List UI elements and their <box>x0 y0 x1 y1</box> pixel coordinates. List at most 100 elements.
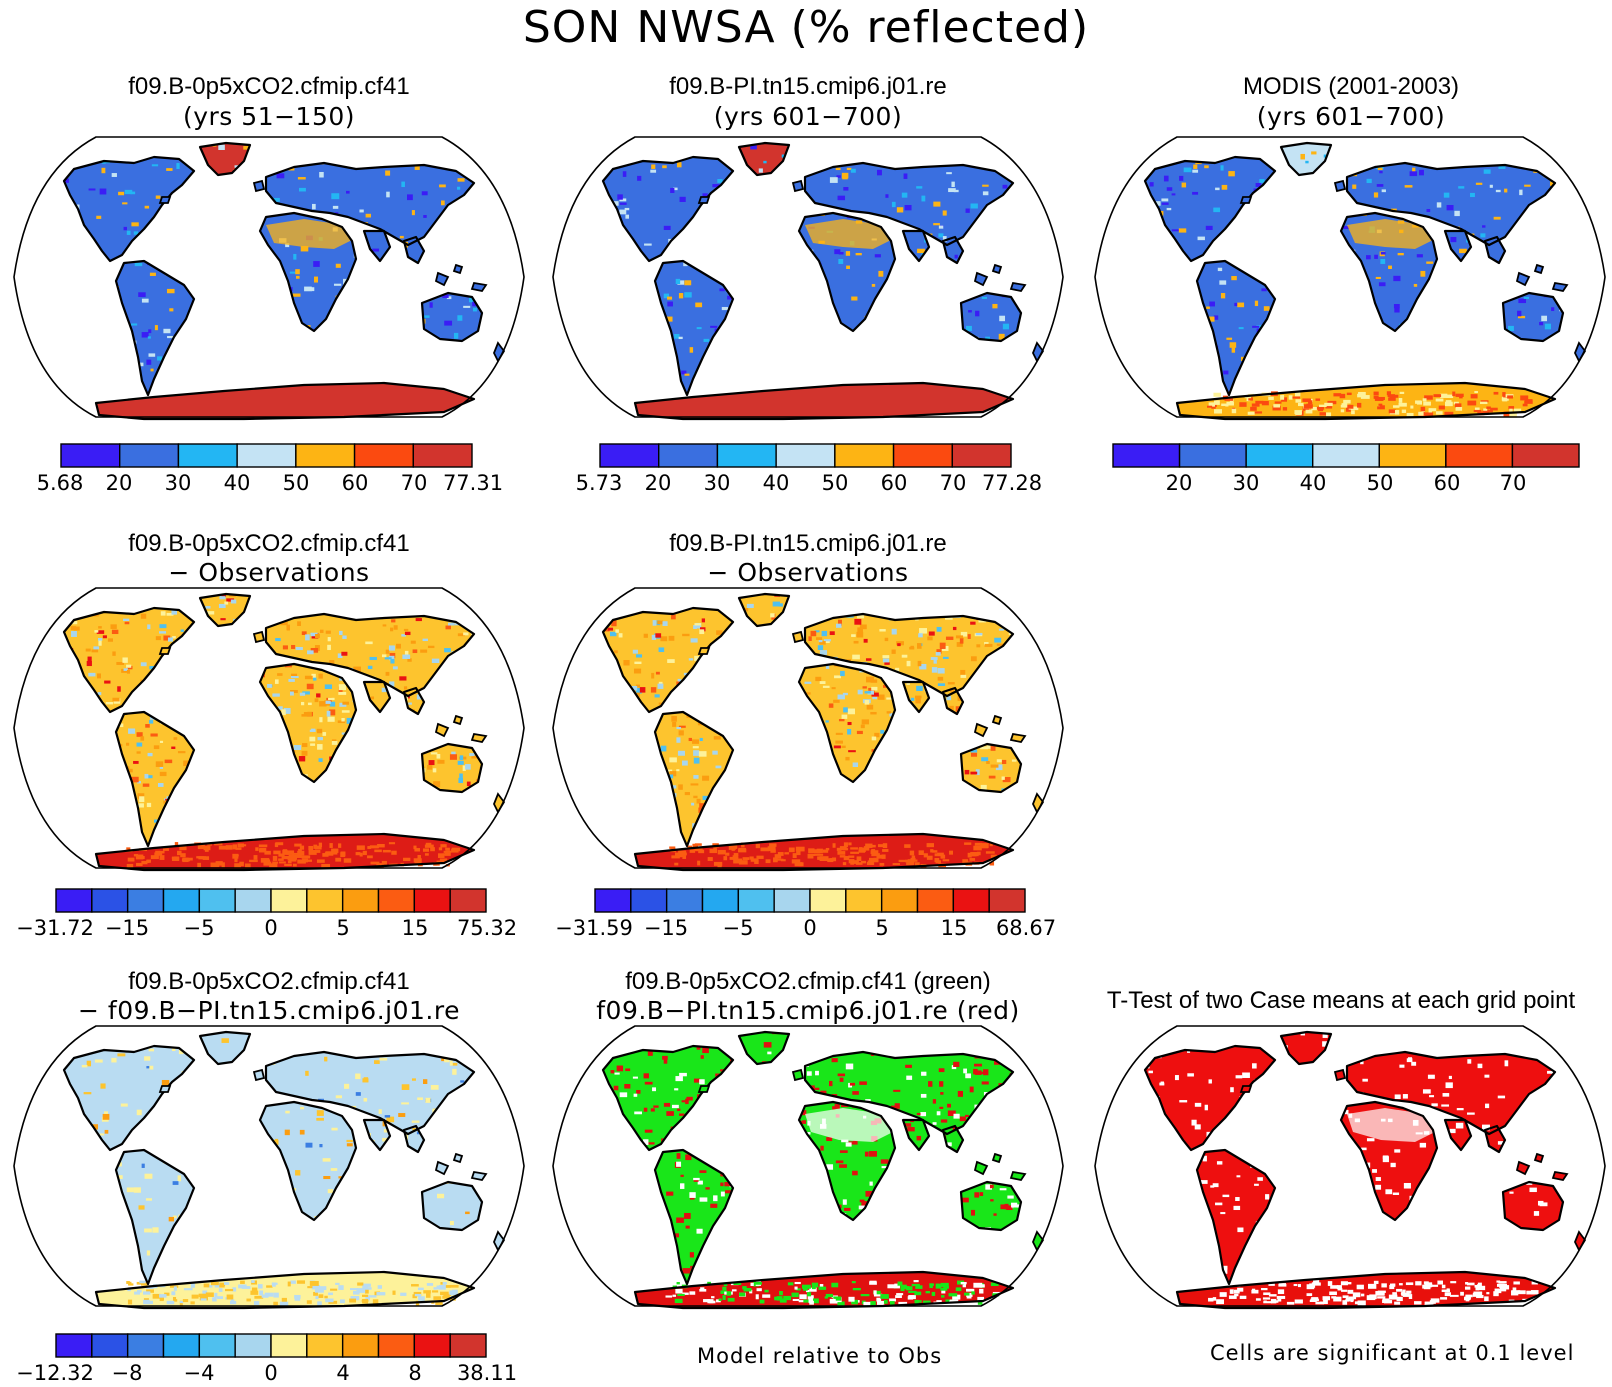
colorbar-4-label-0: −31.72 <box>16 916 94 940</box>
island <box>1241 1086 1251 1092</box>
island <box>454 265 462 273</box>
colorbar-swatch <box>296 444 355 467</box>
colorbar-6-label-3: 0 <box>264 1361 277 1385</box>
island <box>975 273 987 285</box>
panel-1-subtitle: (yrs 51−150) <box>14 102 524 131</box>
island <box>436 724 448 736</box>
panel-7-subtitle: f09.B−PI.tn15.cmip6.j01.re (red) <box>553 996 1063 1025</box>
colorbar-swatch <box>164 1334 200 1357</box>
island <box>993 716 1001 724</box>
colorbar-2-label-5: 60 <box>881 471 908 495</box>
model-relative-note: Model relative to Obs <box>697 1344 942 1368</box>
island <box>699 197 709 203</box>
colorbar-swatch <box>1512 444 1579 467</box>
island <box>1517 1162 1529 1174</box>
colorbar-2-label-4: 50 <box>822 471 849 495</box>
colorbar-swatch <box>164 889 200 912</box>
colorbar-5-label-4: 5 <box>875 916 888 940</box>
colorbar-swatch <box>600 444 659 467</box>
colorbar-swatch <box>237 444 296 467</box>
island <box>1335 1070 1345 1080</box>
colorbar-5 <box>594 888 1026 913</box>
island <box>1011 1172 1025 1180</box>
colorbar-2-label-2: 30 <box>704 471 731 495</box>
island <box>1535 1154 1543 1162</box>
island <box>254 181 264 191</box>
panel-1-title: f09.B-0p5xCO2.cfmip.cf41 <box>14 73 524 101</box>
colorbar-1-label-6: 70 <box>401 471 428 495</box>
colorbar-5-label-3: 0 <box>803 916 816 940</box>
island <box>454 1154 462 1162</box>
colorbar-6 <box>55 1333 487 1358</box>
colorbar-swatch <box>379 1334 415 1357</box>
map-panel-4 <box>4 584 534 873</box>
colorbar-1-label-1: 20 <box>106 471 133 495</box>
colorbar-swatch <box>178 444 237 467</box>
colorbar-swatch <box>810 889 846 912</box>
colorbar-2-labels: 5.73 20 30 40 50 60 70 77.28 <box>599 471 1012 497</box>
colorbar-swatch <box>918 889 954 912</box>
colorbar-swatch <box>414 889 450 912</box>
map-panel-8 <box>1085 1022 1612 1311</box>
colorbar-2-label-3: 40 <box>763 471 790 495</box>
landmass-region <box>1281 143 1331 175</box>
colorbar-swatch <box>1246 444 1313 467</box>
colorbar-swatch <box>894 444 953 467</box>
landmass-region <box>739 143 789 175</box>
panel-2-subtitle: (yrs 601−700) <box>553 102 1063 131</box>
colorbar-swatch <box>450 1334 486 1357</box>
colorbar-swatch <box>882 889 918 912</box>
island <box>472 283 486 291</box>
landmass-region <box>200 1032 250 1064</box>
colorbar-5-label-0: −31.59 <box>555 916 633 940</box>
colorbar-swatch <box>120 444 179 467</box>
colorbar-swatch <box>92 889 128 912</box>
island <box>1517 273 1529 285</box>
colorbar-2-label-7: 77.28 <box>982 471 1042 495</box>
colorbar-6-labels: −12.32 −8 −4 0 4 8 38.11 <box>55 1361 487 1387</box>
colorbar-1-label-0: 5.68 <box>37 471 84 495</box>
island <box>1553 1172 1567 1180</box>
colorbar-1-label-7: 77.31 <box>443 471 503 495</box>
colorbar-6-label-1: −8 <box>112 1361 143 1385</box>
map-panel-2 <box>543 133 1073 422</box>
colorbar-1 <box>60 443 473 468</box>
map-panel-7 <box>543 1022 1073 1311</box>
colorbar-4-labels: −31.72 −15 −5 0 5 15 75.32 <box>55 916 487 942</box>
colorbar-6-label-5: 8 <box>408 1361 421 1385</box>
landmass-region <box>739 1032 789 1064</box>
figure-title: SON NWSA (% reflected) <box>0 2 1612 53</box>
island <box>793 632 803 642</box>
colorbar-5-label-1: −15 <box>644 916 688 940</box>
colorbar-3-label-2: 40 <box>1300 471 1327 495</box>
island <box>699 1086 709 1092</box>
panel-2-title: f09.B-PI.tn15.cmip6.j01.re <box>553 73 1063 101</box>
colorbar-4-label-2: −5 <box>184 916 215 940</box>
colorbar-4 <box>55 888 487 913</box>
colorbar-1-label-5: 60 <box>342 471 369 495</box>
island <box>254 632 264 642</box>
colorbar-swatch <box>61 444 120 467</box>
colorbar-swatch <box>414 1334 450 1357</box>
colorbar-4-label-5: 15 <box>402 916 429 940</box>
landmass-region <box>799 664 895 782</box>
colorbar-swatch <box>1379 444 1446 467</box>
colorbar-swatch <box>343 1334 379 1357</box>
colorbar-swatch <box>128 1334 164 1357</box>
island <box>436 273 448 285</box>
colorbar-5-label-6: 68.67 <box>996 916 1056 940</box>
colorbar-1-labels: 5.68 20 30 40 50 60 70 77.31 <box>60 471 473 497</box>
colorbar-swatch <box>1446 444 1513 467</box>
colorbar-swatch <box>271 889 307 912</box>
colorbar-2 <box>599 443 1012 468</box>
colorbar-swatch <box>1313 444 1380 467</box>
colorbar-2-label-0: 5.73 <box>576 471 623 495</box>
map-panel-5 <box>543 584 1073 873</box>
colorbar-swatch <box>235 889 271 912</box>
colorbar-swatch <box>846 889 882 912</box>
colorbar-5-label-5: 15 <box>941 916 968 940</box>
colorbar-swatch <box>235 1334 271 1357</box>
panel-4-title: f09.B-0p5xCO2.cfmip.cf41 <box>14 530 524 558</box>
island <box>160 197 170 203</box>
colorbar-swatch <box>355 444 414 467</box>
